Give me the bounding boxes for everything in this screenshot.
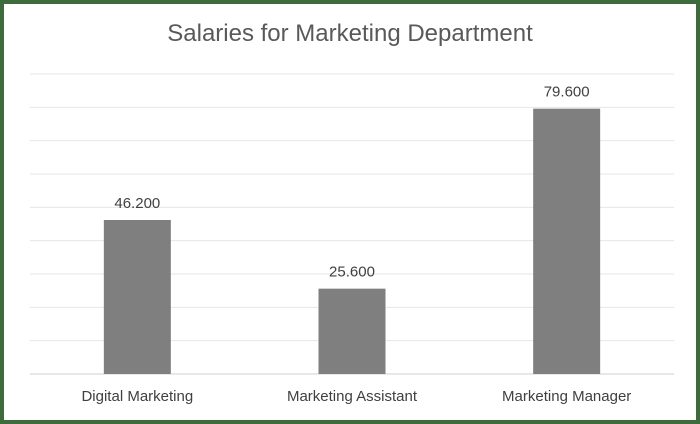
bar xyxy=(103,220,171,374)
data-labels: 46.200 25.600 79.600 xyxy=(114,84,589,281)
category-tick-label: Digital Marketing xyxy=(81,388,193,405)
category-tick-label: Marketing Assistant xyxy=(287,388,418,405)
bar xyxy=(318,288,386,374)
bar xyxy=(533,108,601,375)
category-tick-labels: Digital Marketing Marketing Assistant Mark… xyxy=(81,388,631,405)
category-tick-label: Marketing Manager xyxy=(502,388,631,405)
data-label: 46.200 xyxy=(114,195,160,212)
data-label: 79.600 xyxy=(544,84,590,101)
chart-title: Salaries for Marketing Department xyxy=(167,20,533,47)
data-label: 25.600 xyxy=(329,264,375,281)
bars xyxy=(103,108,601,375)
